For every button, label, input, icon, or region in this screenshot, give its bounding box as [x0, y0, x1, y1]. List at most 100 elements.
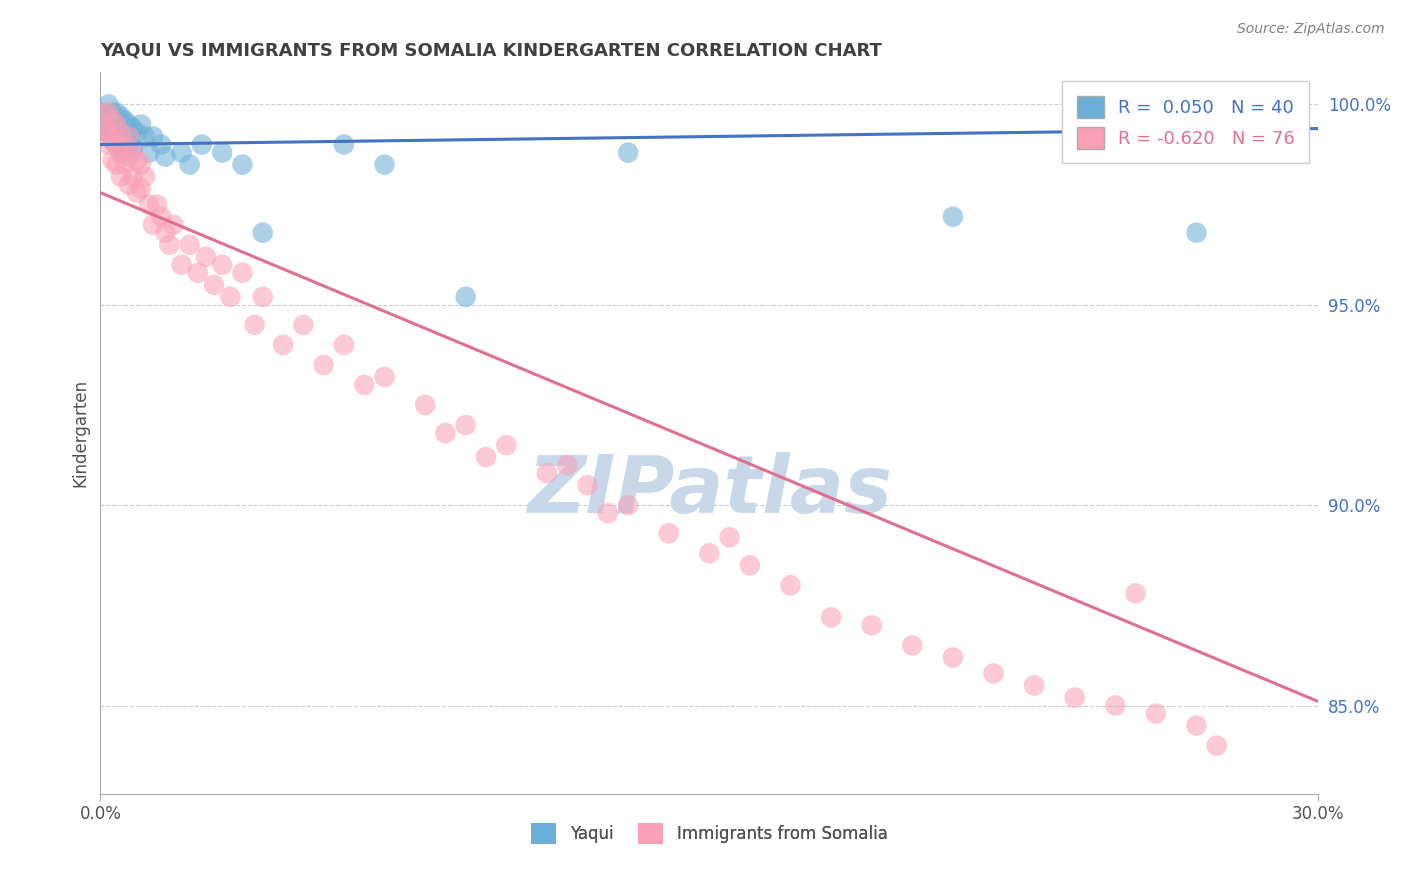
Point [105, 105, 128, 120]
Text: ZIPatlas: ZIPatlas [527, 451, 891, 530]
Point [1144, 706, 1167, 721]
Point [617, 498, 640, 512]
Point [125, 126, 148, 140]
Point [1185, 718, 1208, 732]
Point [121, 169, 143, 184]
Point [292, 318, 315, 332]
Point [93, 105, 115, 120]
Point [779, 578, 801, 592]
Point [101, 134, 124, 148]
Point [138, 145, 160, 160]
Point [983, 666, 1005, 681]
Point [118, 150, 141, 164]
Point [110, 126, 132, 140]
Point [97, 137, 120, 152]
Point [97, 126, 120, 140]
Point [129, 158, 152, 172]
Point [114, 129, 136, 144]
Point [718, 530, 741, 544]
Point [475, 450, 498, 464]
Point [105, 158, 128, 172]
Point [129, 181, 152, 195]
Point [194, 250, 217, 264]
Point [93, 105, 115, 120]
Point [114, 158, 136, 172]
Point [576, 478, 599, 492]
Point [179, 237, 201, 252]
Point [93, 118, 115, 132]
Point [1185, 226, 1208, 240]
Point [179, 158, 201, 172]
Point [157, 237, 180, 252]
Point [118, 118, 141, 132]
Point [114, 137, 136, 152]
Point [697, 546, 720, 560]
Point [150, 137, 173, 152]
Legend: Yaqui, Immigrants from Somalia: Yaqui, Immigrants from Somalia [524, 816, 894, 850]
Point [1125, 586, 1147, 600]
Point [155, 150, 177, 164]
Point [219, 290, 242, 304]
Point [138, 197, 160, 211]
Point [162, 218, 184, 232]
Point [820, 610, 842, 624]
Point [1063, 690, 1085, 705]
Point [129, 118, 152, 132]
Point [155, 226, 177, 240]
Text: Source: ZipAtlas.com: Source: ZipAtlas.com [1237, 22, 1385, 37]
Y-axis label: Kindergarten: Kindergarten [72, 379, 89, 487]
Point [110, 145, 132, 160]
Point [434, 425, 457, 440]
Point [142, 129, 165, 144]
Point [97, 97, 120, 112]
Text: YAQUI VS IMMIGRANTS FROM SOMALIA KINDERGARTEN CORRELATION CHART: YAQUI VS IMMIGRANTS FROM SOMALIA KINDERG… [100, 42, 882, 60]
Point [211, 258, 233, 272]
Point [901, 639, 924, 653]
Point [118, 178, 141, 192]
Point [118, 129, 141, 144]
Point [101, 113, 124, 128]
Point [1104, 698, 1126, 713]
Point [93, 121, 115, 136]
Point [860, 618, 883, 632]
Point [118, 137, 141, 152]
Point [121, 121, 143, 136]
Point [413, 398, 436, 412]
Point [454, 290, 477, 304]
Point [202, 277, 225, 292]
Point [110, 126, 132, 140]
Point [110, 110, 132, 124]
Point [105, 121, 128, 136]
Point [942, 650, 965, 665]
Point [1205, 739, 1227, 753]
Point [101, 105, 124, 120]
Point [271, 338, 294, 352]
Point [97, 105, 120, 120]
Point [555, 458, 578, 472]
Point [191, 137, 214, 152]
Point [231, 158, 253, 172]
Point [252, 226, 274, 240]
Point [1022, 678, 1045, 692]
Point [942, 210, 965, 224]
Point [105, 118, 128, 132]
Point [312, 358, 335, 372]
Point [211, 145, 233, 160]
Point [121, 142, 143, 156]
Point [333, 137, 356, 152]
Point [101, 134, 124, 148]
Point [738, 558, 761, 573]
Point [105, 137, 128, 152]
Point [454, 417, 477, 432]
Point [187, 266, 209, 280]
Point [114, 113, 136, 128]
Point [353, 378, 375, 392]
Point [142, 218, 165, 232]
Point [134, 129, 156, 144]
Point [97, 110, 120, 124]
Point [373, 158, 395, 172]
Point [231, 266, 253, 280]
Point [170, 145, 193, 160]
Point [105, 137, 128, 152]
Point [97, 126, 120, 140]
